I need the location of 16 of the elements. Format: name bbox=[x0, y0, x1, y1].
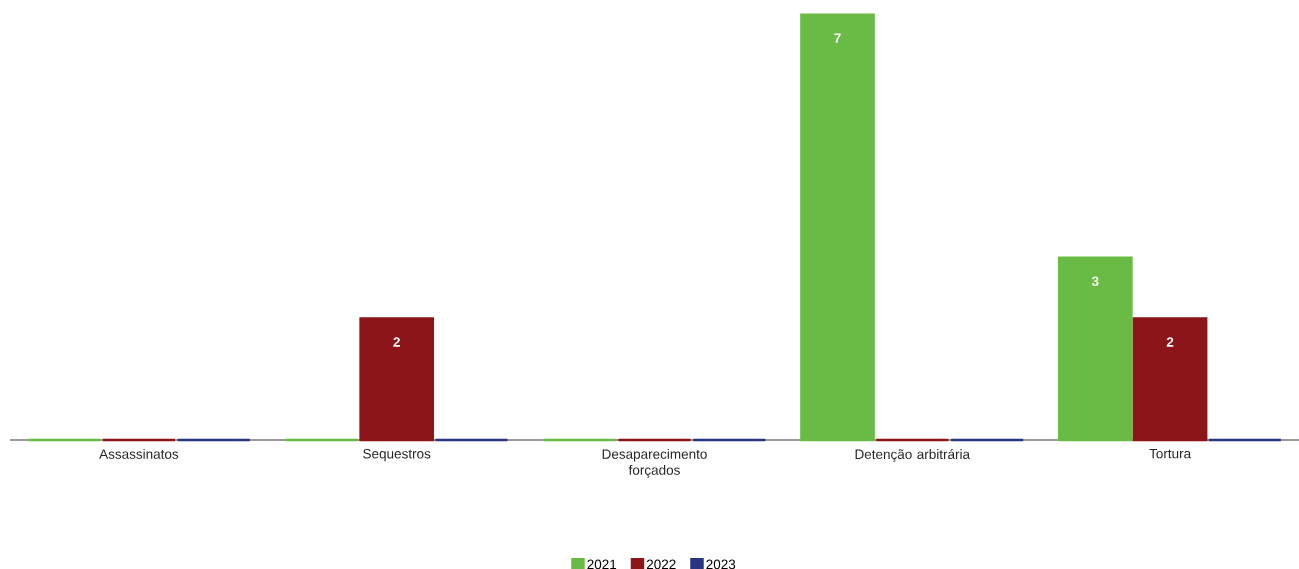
x-tick-label: Tortura bbox=[1149, 448, 1192, 459]
bar bbox=[800, 13, 875, 442]
data-label: 2 bbox=[393, 337, 400, 347]
data-label: 2 bbox=[1166, 337, 1174, 347]
data-label: 3 bbox=[1091, 276, 1099, 287]
bar bbox=[1057, 256, 1133, 442]
legend-label: 2022 bbox=[646, 559, 676, 569]
x-tick-label: Assassinatos bbox=[99, 448, 179, 459]
bar bbox=[1132, 317, 1208, 442]
legend-label: 2021 bbox=[587, 559, 617, 569]
x-tick-label: Detenção arbitrária bbox=[855, 448, 971, 462]
data-label: 7 bbox=[834, 33, 841, 43]
x-tick-label: Desaparecimento forçados bbox=[602, 448, 707, 478]
bar bbox=[359, 317, 435, 442]
legend-label: 2023 bbox=[706, 559, 736, 569]
x-tick-label: Sequestros bbox=[363, 448, 431, 462]
